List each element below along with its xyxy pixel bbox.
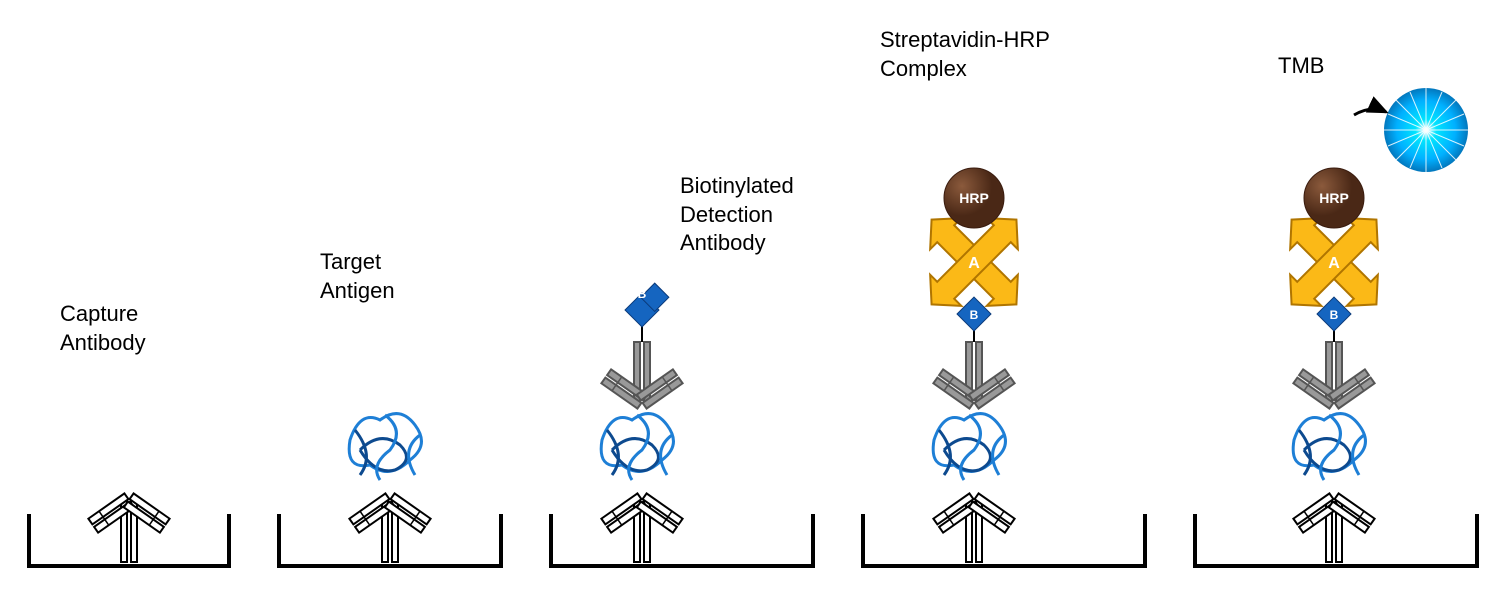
label-detection-antibody: BiotinylatedDetectionAntibody [680, 172, 794, 258]
label-tmb: TMB [1278, 52, 1324, 81]
detection-antibody-icon [933, 342, 1014, 409]
hrp-icon: HRP [1304, 168, 1364, 228]
label-text: BiotinylatedDetectionAntibody [680, 173, 794, 255]
label-capture-antibody: CaptureAntibody [60, 300, 146, 357]
antigen-icon [601, 414, 673, 480]
label-text: Streptavidin-HRPComplex [880, 27, 1050, 81]
hrp-label: HRP [959, 190, 989, 206]
well-icon [863, 514, 1145, 566]
detection-antibody-icon [1293, 342, 1374, 409]
streptavidin-label: A [968, 255, 980, 272]
hrp-label: HRP [1319, 190, 1349, 206]
label-target-antigen: TargetAntigen [320, 248, 395, 305]
well-icon [29, 514, 229, 566]
tmb-signal-icon [1384, 88, 1468, 172]
well-icon [551, 514, 813, 566]
tmb-arrow-icon [1354, 109, 1386, 115]
panel-svg: B A HRP [1176, 30, 1496, 570]
panel-svg: B A HRP [844, 30, 1164, 570]
label-text: TMB [1278, 53, 1324, 78]
biotin-icon: B [957, 297, 991, 331]
biotin-label: B [1330, 308, 1339, 322]
hrp-icon: HRP [944, 168, 1004, 228]
capture-antibody-icon [88, 493, 169, 562]
capture-antibody-icon [933, 493, 1014, 562]
capture-antibody-icon [349, 493, 430, 562]
capture-antibody-icon [1293, 493, 1374, 562]
streptavidin-label: A [1328, 255, 1340, 272]
biotin-icon: B [625, 283, 669, 327]
label-text: CaptureAntibody [60, 301, 146, 355]
panel-svg: B [532, 30, 832, 570]
well-icon [279, 514, 501, 566]
biotin-icon: B [1317, 297, 1351, 331]
biotin-label: B [638, 287, 647, 301]
panel-detection-antibody: B [532, 30, 832, 570]
panel-streptavidin-hrp: B A HRP [844, 30, 1164, 570]
antigen-icon [933, 414, 1005, 480]
detection-antibody-icon [601, 342, 682, 409]
capture-antibody-icon [601, 493, 682, 562]
label-streptavidin-hrp: Streptavidin-HRPComplex [880, 26, 1050, 83]
panel-tmb: B A HRP [1176, 30, 1496, 570]
label-text: TargetAntigen [320, 249, 395, 303]
antigen-icon [349, 414, 421, 480]
antigen-icon [1293, 414, 1365, 480]
biotin-label: B [970, 308, 979, 322]
